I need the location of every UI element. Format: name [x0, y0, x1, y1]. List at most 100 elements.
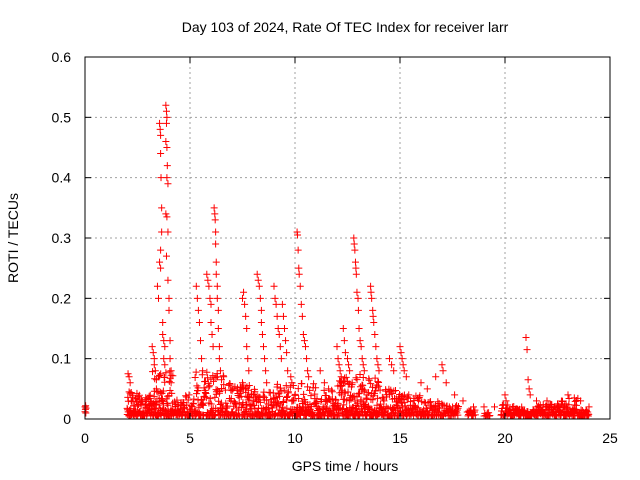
data-point	[212, 240, 220, 248]
data-point	[201, 388, 209, 396]
data-point	[243, 325, 251, 332]
data-point	[263, 379, 271, 387]
data-point	[374, 378, 382, 386]
data-point	[359, 381, 367, 389]
data-point	[282, 337, 290, 345]
y-tick-label: 0.3	[52, 230, 72, 246]
data-point	[388, 361, 396, 369]
data-point	[309, 410, 317, 418]
data-point	[212, 258, 220, 266]
data-point	[336, 367, 344, 375]
data-point	[297, 300, 305, 308]
axis-ticks: 0 5 10 15 20 25 0 0.1 0.2 0.3 0.4 0.5 0.6	[52, 49, 618, 446]
y-tick-label: 0.1	[52, 351, 72, 367]
data-point	[158, 228, 166, 236]
data-point	[211, 210, 219, 218]
data-point	[340, 401, 348, 409]
data-point	[213, 282, 221, 290]
data-point	[325, 385, 333, 393]
data-point	[354, 294, 362, 302]
data-point	[402, 411, 410, 419]
data-point	[396, 343, 404, 351]
data-point	[162, 107, 170, 115]
data-point	[167, 367, 175, 375]
data-point	[374, 394, 382, 402]
data-point	[211, 216, 219, 224]
data-point	[213, 294, 221, 302]
data-point	[207, 400, 215, 408]
data-point	[183, 401, 191, 409]
data-point	[352, 270, 360, 278]
data-point	[164, 228, 172, 236]
data-point	[287, 373, 295, 381]
data-point	[259, 392, 267, 400]
data-point	[283, 349, 291, 357]
data-point	[353, 393, 361, 401]
data-point	[276, 392, 284, 400]
data-point	[214, 325, 222, 332]
x-tick-label: 25	[602, 430, 618, 446]
data-point	[328, 395, 336, 403]
data-point	[284, 367, 292, 375]
data-point	[210, 204, 218, 212]
data-point	[199, 367, 207, 375]
data-point	[375, 382, 383, 390]
y-axis-label: ROTI / TECUs	[5, 193, 21, 283]
data-point	[564, 391, 572, 399]
data-point	[525, 385, 533, 393]
data-point	[416, 392, 424, 400]
data-point	[294, 385, 302, 393]
data-point	[160, 337, 168, 345]
data-point	[362, 394, 370, 402]
data-point	[351, 258, 359, 266]
data-point	[256, 294, 264, 302]
data-point	[173, 396, 181, 404]
data-point	[162, 101, 170, 109]
data-point	[434, 403, 442, 411]
data-point	[163, 213, 171, 221]
data-point	[585, 403, 593, 411]
data-point	[150, 361, 158, 369]
data-point	[215, 343, 223, 351]
y-tick-label: 0.6	[52, 49, 72, 65]
data-point	[164, 276, 172, 284]
data-point	[283, 396, 291, 404]
data-point	[480, 403, 488, 411]
data-point	[283, 392, 291, 400]
data-point	[225, 381, 233, 389]
data-point	[150, 355, 158, 363]
x-tick-label: 5	[186, 430, 194, 446]
data-point	[279, 312, 287, 320]
data-point	[356, 337, 364, 345]
data-point	[282, 382, 290, 390]
data-point	[399, 392, 407, 400]
data-point	[125, 373, 133, 381]
data-point	[374, 361, 382, 369]
data-point	[207, 300, 215, 308]
data-point	[272, 300, 280, 308]
data-point	[296, 282, 304, 290]
data-point	[185, 391, 193, 399]
data-point	[199, 401, 207, 409]
data-point	[304, 367, 312, 375]
data-point	[405, 391, 413, 399]
data-point	[360, 387, 368, 395]
data-point	[454, 411, 462, 419]
data-point	[218, 376, 225, 384]
data-point	[331, 395, 339, 403]
data-point	[369, 312, 377, 320]
data-point	[212, 270, 220, 278]
data-point	[382, 387, 390, 395]
data-point	[182, 392, 190, 400]
data-point	[398, 355, 406, 363]
data-point	[214, 306, 222, 314]
data-point	[543, 397, 551, 405]
data-point	[141, 400, 149, 408]
data-point	[316, 367, 324, 375]
data-point	[194, 306, 202, 314]
data-point	[272, 393, 280, 401]
data-point	[378, 393, 386, 401]
data-point	[275, 331, 283, 339]
data-point	[157, 131, 165, 139]
data-point	[161, 361, 169, 369]
